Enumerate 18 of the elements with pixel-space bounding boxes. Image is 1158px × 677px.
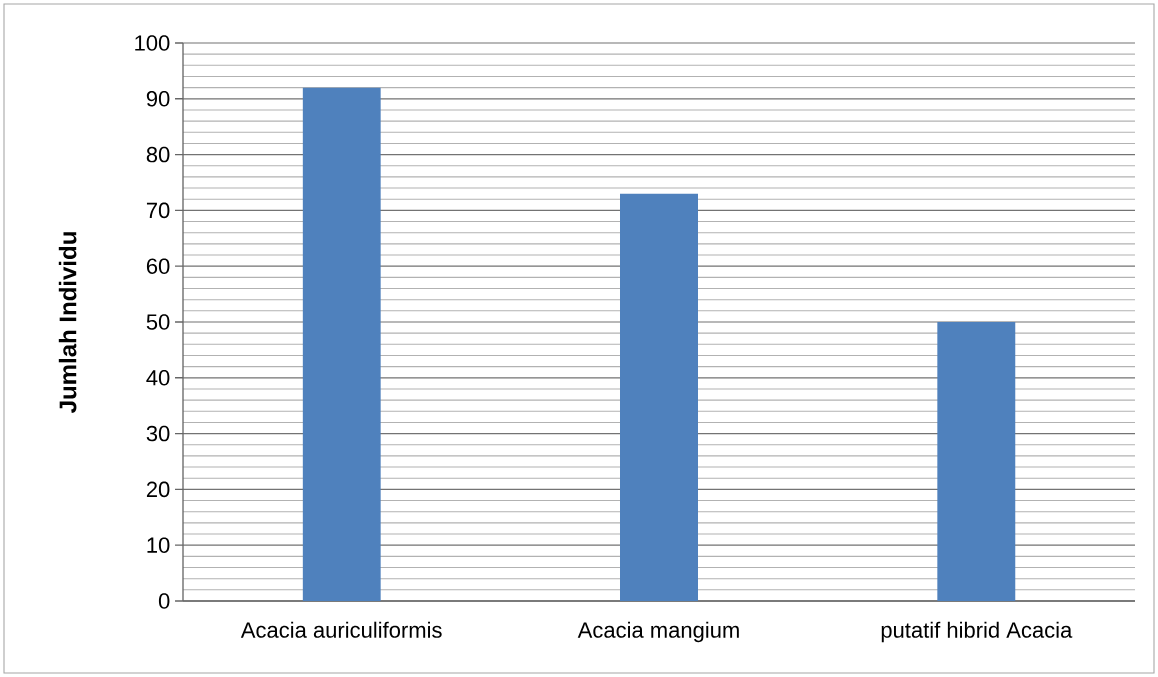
y-tick-label: 90 [146, 90, 170, 107]
y-tick-label: 0 [158, 593, 170, 609]
x-tick-label: Acacia auriculiformis [240, 621, 442, 638]
y-tick-label: 60 [146, 258, 170, 274]
y-axis-title: Jumlah Individu [58, 232, 77, 413]
y-tick-label: 10 [147, 537, 170, 553]
bar [302, 87, 381, 601]
y-tick-label: 50 [146, 314, 170, 330]
bar [620, 193, 698, 601]
y-tick-label: 20 [146, 481, 170, 498]
x-tick-label: putatif hibrid Acacia [881, 621, 1073, 643]
y-tick-label: 70 [146, 202, 170, 219]
y-tick-label: 40 [146, 369, 170, 386]
bar [937, 321, 1016, 601]
x-tick-label: Acacia mangium [577, 621, 739, 643]
y-tick-label: 100 [135, 35, 170, 51]
y-tick-label: 30 [146, 425, 170, 442]
y-tick-label: 80 [146, 146, 170, 163]
